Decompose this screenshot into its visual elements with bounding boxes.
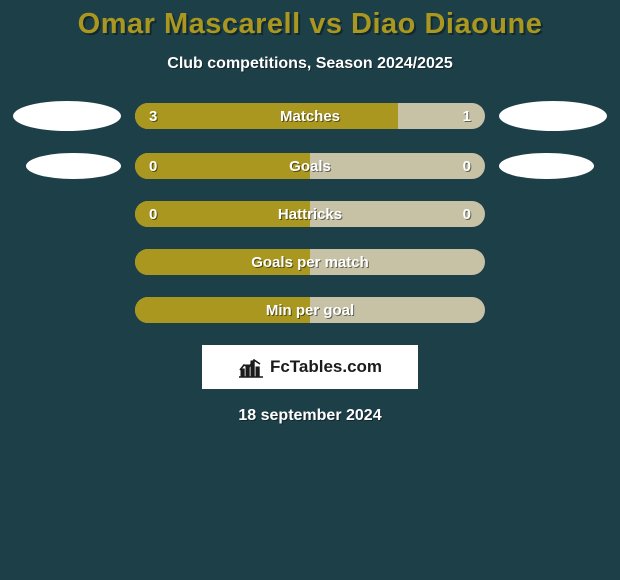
stat-bar: 0 Goals 0 [135, 153, 485, 179]
player-avatar-right [499, 153, 594, 179]
stat-value-left: 3 [149, 108, 157, 125]
player-avatar-left [26, 153, 121, 179]
page-title: Omar Mascarell vs Diao Diaoune [78, 8, 543, 41]
comparison-row: Goals per match [0, 249, 620, 275]
comparison-row: Min per goal [0, 297, 620, 323]
stat-label: Hattricks [278, 206, 342, 223]
stat-label: Min per goal [266, 302, 354, 319]
comparison-row: 3 Matches 1 [0, 101, 620, 131]
stat-value-right: 1 [463, 108, 471, 125]
branding-text: FcTables.com [270, 357, 382, 377]
subtitle: Club competitions, Season 2024/2025 [167, 55, 452, 73]
stat-value-left: 0 [149, 158, 157, 175]
bar-chart-icon [238, 356, 264, 378]
stat-bar: 0 Hattricks 0 [135, 201, 485, 227]
branding-badge: FcTables.com [202, 345, 418, 389]
date-label: 18 september 2024 [238, 407, 381, 425]
comparison-row: 0 Goals 0 [0, 153, 620, 179]
stat-label: Goals per match [251, 254, 369, 271]
stat-bar: Goals per match [135, 249, 485, 275]
stat-value-right: 0 [463, 206, 471, 223]
comparison-rows: 3 Matches 1 0 Goals 0 0 Hattricks 0 Goals per mat… [0, 101, 620, 323]
player-avatar-right [499, 101, 607, 131]
stat-value-right: 0 [463, 158, 471, 175]
stat-bar: Min per goal [135, 297, 485, 323]
player-avatar-left [13, 101, 121, 131]
bar-segment-left [135, 103, 398, 129]
stat-value-left: 0 [149, 206, 157, 223]
comparison-row: 0 Hattricks 0 [0, 201, 620, 227]
bar-segment-left [135, 153, 310, 179]
stat-bar: 3 Matches 1 [135, 103, 485, 129]
stat-label: Matches [280, 108, 340, 125]
stat-label: Goals [289, 158, 331, 175]
